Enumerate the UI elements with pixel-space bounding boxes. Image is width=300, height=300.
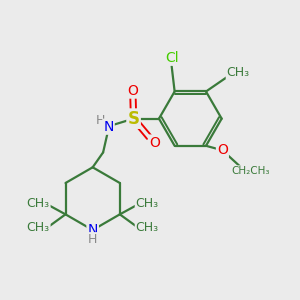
Text: O: O (149, 136, 160, 149)
Text: H: H (88, 233, 98, 246)
Text: CH₃: CH₃ (26, 221, 50, 234)
Text: CH₃: CH₃ (136, 221, 159, 234)
Text: CH₃: CH₃ (227, 66, 250, 79)
Text: CH₂CH₃: CH₂CH₃ (232, 166, 270, 176)
Text: N: N (88, 223, 98, 237)
Text: Cl: Cl (165, 51, 178, 65)
Text: N: N (103, 120, 114, 134)
Text: O: O (217, 143, 228, 157)
Text: H: H (96, 114, 105, 127)
Text: S: S (128, 110, 140, 128)
Text: CH₃: CH₃ (26, 197, 50, 210)
Text: O: O (128, 84, 138, 98)
Text: CH₃: CH₃ (136, 197, 159, 210)
